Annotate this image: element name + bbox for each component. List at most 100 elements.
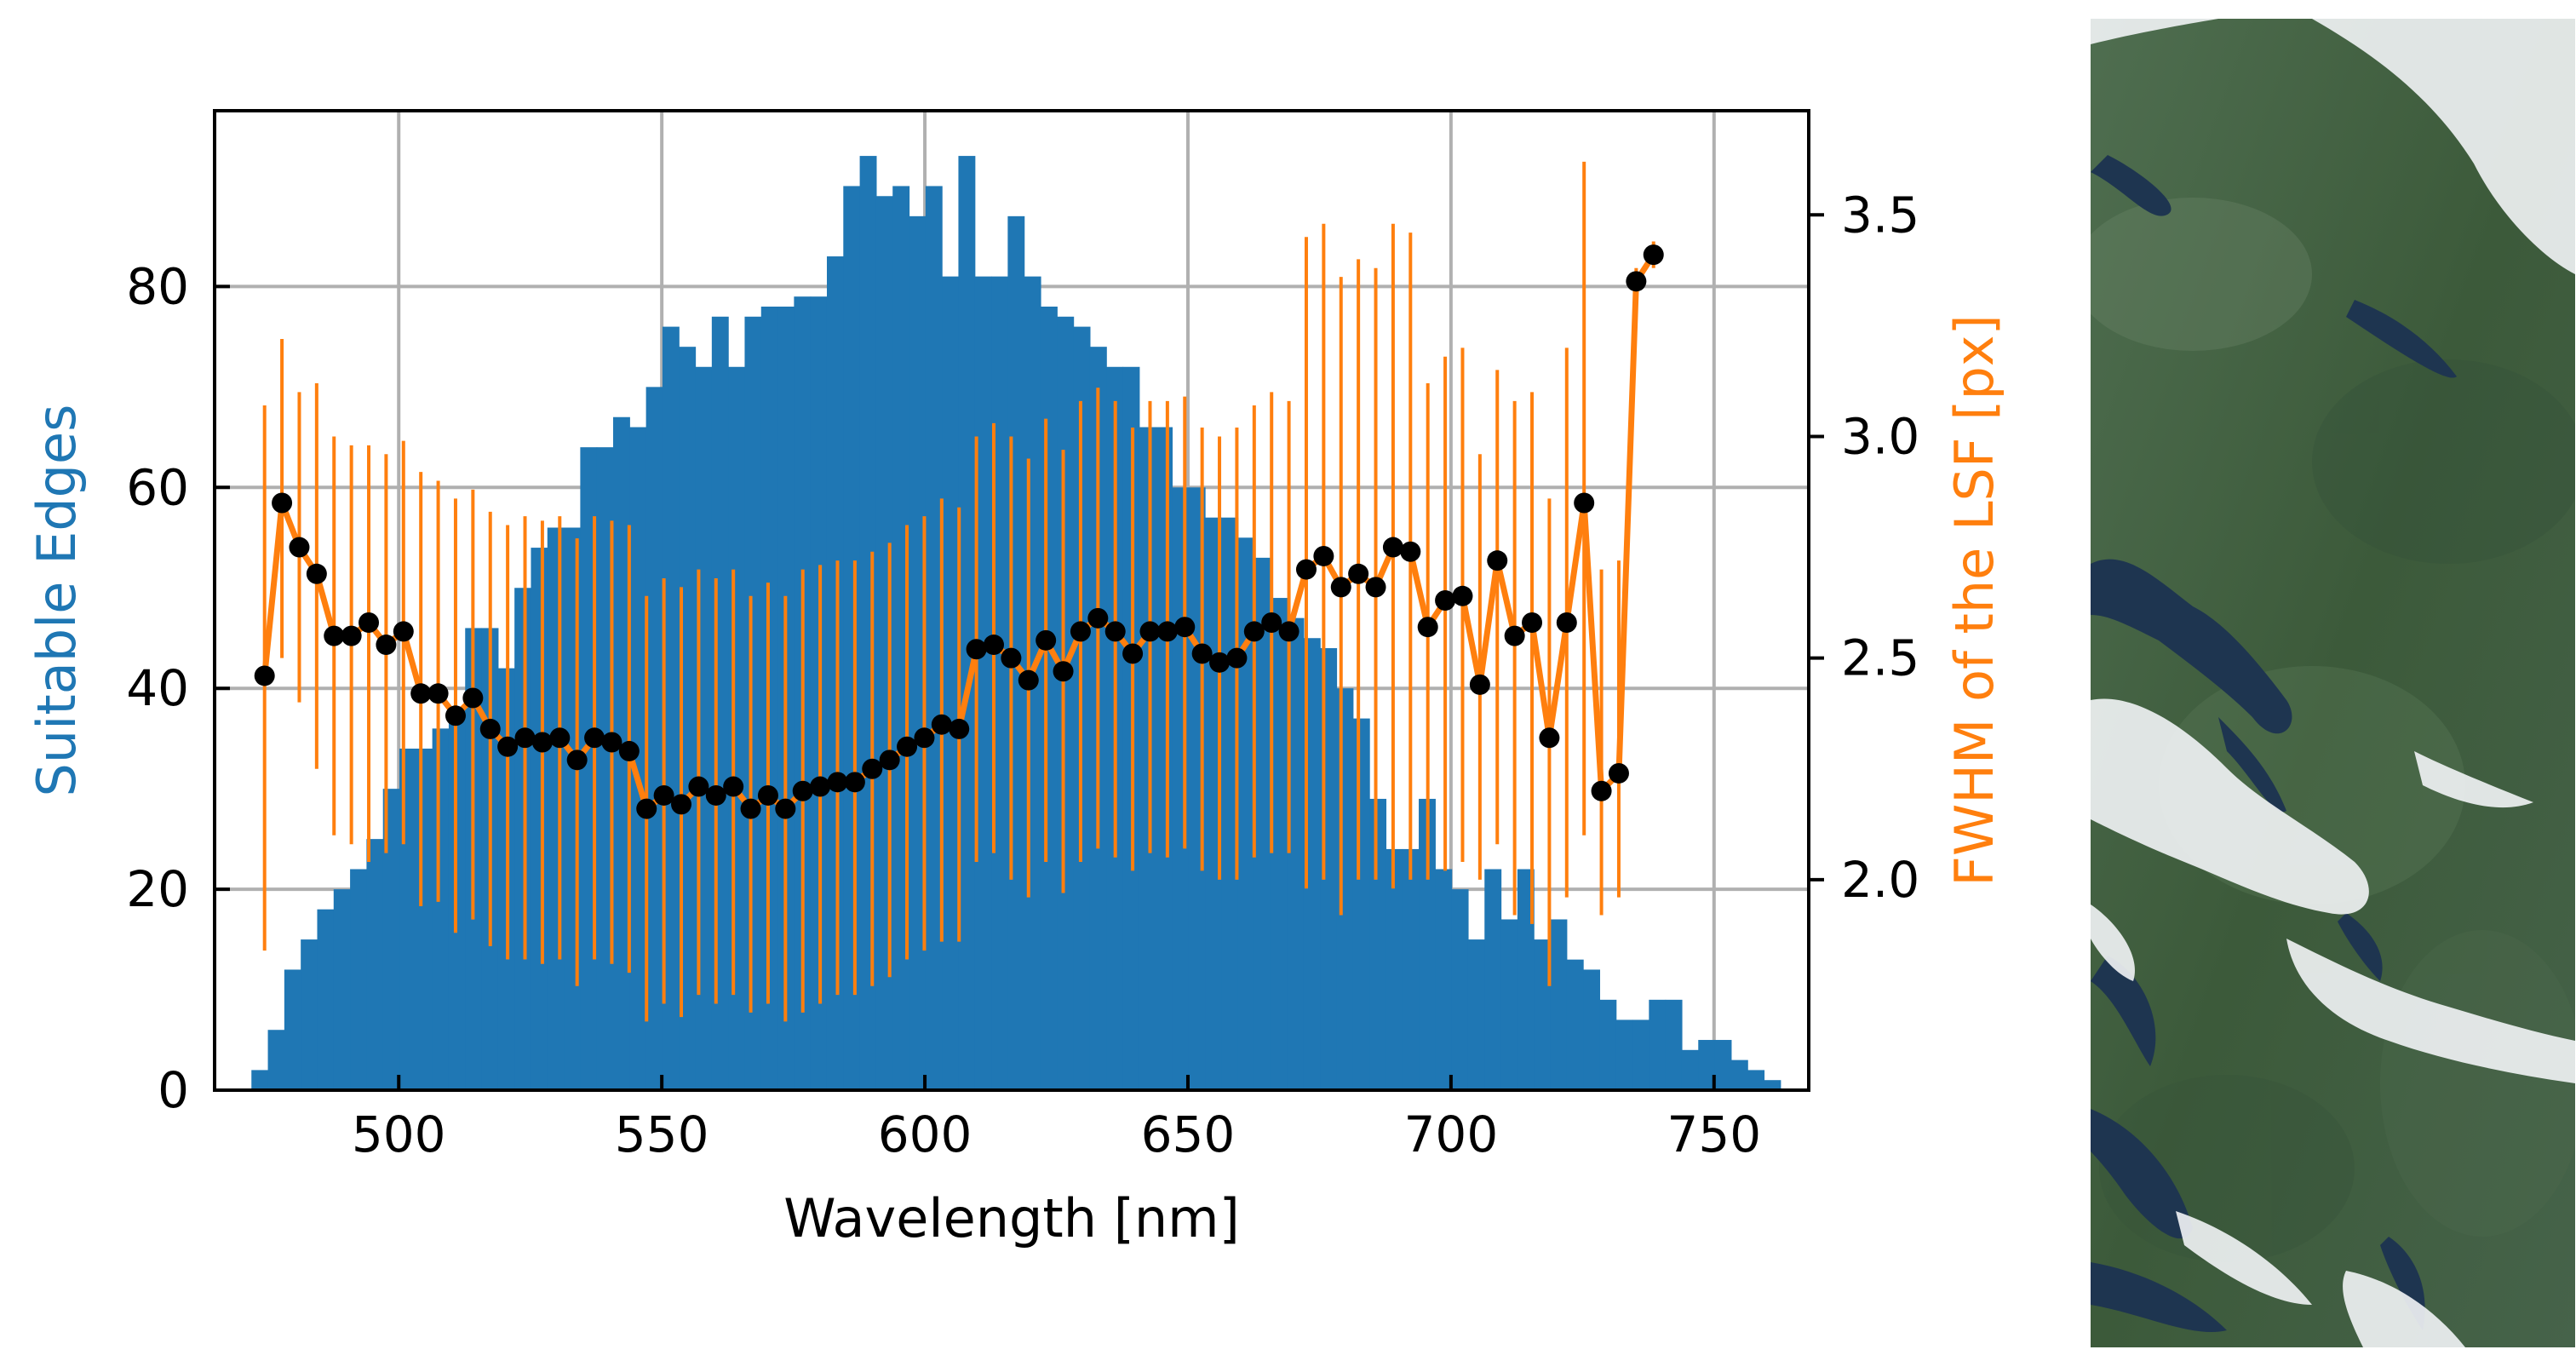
histogram-bar [991,276,1008,1091]
histogram-bar [1484,869,1502,1090]
fwhm-point [792,780,813,801]
fwhm-point [566,749,588,771]
histogram-bar [416,748,433,1090]
histogram-bar [514,588,532,1090]
histogram-bar [744,316,762,1090]
x-tick-label: 550 [615,1105,709,1163]
fwhm-point [531,732,553,753]
fwhm-point [1591,780,1612,801]
fwhm-point [1139,621,1161,642]
fwhm-point [289,537,310,558]
fwhm-point [810,776,831,797]
fwhm-point [497,736,519,757]
fwhm-point [827,772,848,793]
fwhm-point [966,639,987,660]
histogram-bar [1369,798,1387,1090]
histogram-bar [1057,316,1075,1090]
x-tick-label: 600 [878,1105,972,1163]
fwhm-point [410,683,432,704]
histogram-bar [317,909,335,1090]
histogram-bar [1237,537,1255,1090]
histogram-bar [1747,1070,1765,1090]
fwhm-point [1053,661,1074,682]
histogram-bar [1287,617,1305,1090]
histogram-bar [1435,869,1453,1090]
chart: 500 550 600 650 700 750 0 20 40 60 80 2.0 2.5 3.0 3.… [26,109,2005,1249]
histogram-bar [1139,427,1156,1090]
fwhm-point [272,492,293,514]
histogram-bar [1336,688,1354,1090]
histogram-bar [596,447,614,1090]
histogram-bar [1615,1019,1633,1090]
histogram-bar [1451,889,1469,1090]
fwhm-point [897,736,918,757]
fwhm-point [844,772,865,793]
fwhm-point [949,718,970,739]
fwhm-point [1295,559,1317,580]
fwhm-point [1278,621,1299,642]
histogram-bar [662,326,680,1091]
x-axis-label: Wavelength [nm] [783,1187,1240,1249]
plot-frame [213,109,1810,1092]
fwhm-point [479,718,501,739]
fwhm-point [775,798,796,819]
satellite-image [2091,19,2575,1347]
y-right-tick-label: 2.0 [1841,851,1919,909]
fwhm-point [306,563,327,584]
histogram-bar [1467,939,1485,1090]
fwhm-point [636,798,657,819]
histogram-bar [1419,798,1436,1090]
histogram-bar [942,276,960,1091]
histogram-bar [728,366,746,1090]
fwhm-point [427,683,449,704]
clouds [2091,19,2575,1347]
histogram-bar [1632,1019,1649,1090]
y-left-tick-label: 20 [126,860,189,918]
fwhm-point [1574,492,1595,514]
fwhm-point [549,727,571,749]
fwhm-point [1626,271,1647,292]
fwhm-point [723,776,744,797]
fwhm-point [1156,621,1178,642]
y-left-tick-label: 80 [126,257,189,315]
histogram-bar [826,256,844,1090]
lakes [2091,155,2457,1333]
fwhm-point [931,714,952,735]
fwhm-point [1522,612,1543,634]
fwhm-point [862,758,883,779]
fwhm-point [1487,550,1508,571]
histogram-bar [1730,1060,1748,1090]
histogram-bar [1254,557,1271,1090]
histogram-bar [1352,718,1370,1090]
histogram-bar [350,869,367,1090]
histogram-bar [251,1070,269,1090]
histogram-bar [1566,959,1584,1090]
fwhm-point [1452,585,1473,606]
histogram-bar [547,527,565,1090]
histogram-bar [1534,939,1552,1090]
fwhm-point [1313,545,1334,566]
fwhm-point [740,798,761,819]
histogram-bar [1649,999,1667,1090]
histogram-bar [1764,1080,1781,1090]
histogram-bar [531,548,548,1090]
y-axis-right-ticks: 2.0 2.5 3.0 3.5 [1809,186,1919,909]
fwhm-point [514,727,536,749]
histogram-bar [1550,919,1568,1090]
fwhm-point [341,625,362,646]
histogram-bar [925,186,943,1090]
fwhm-point [1087,607,1109,629]
histogram-bar [843,186,861,1090]
fwhm-point [1209,652,1231,673]
y-left-tick-label: 0 [158,1061,189,1119]
histogram-bar [1040,307,1058,1090]
y-left-tick-label: 60 [126,458,189,516]
histogram-bar [1714,1040,1732,1090]
fwhm-point [1330,577,1351,598]
fwhm-point [359,612,380,634]
x-tick-label: 700 [1404,1105,1499,1163]
fwhm-point [1018,669,1039,691]
histogram-bar [366,839,384,1090]
fwhm-point [757,784,778,806]
histogram-bar [1156,427,1173,1090]
